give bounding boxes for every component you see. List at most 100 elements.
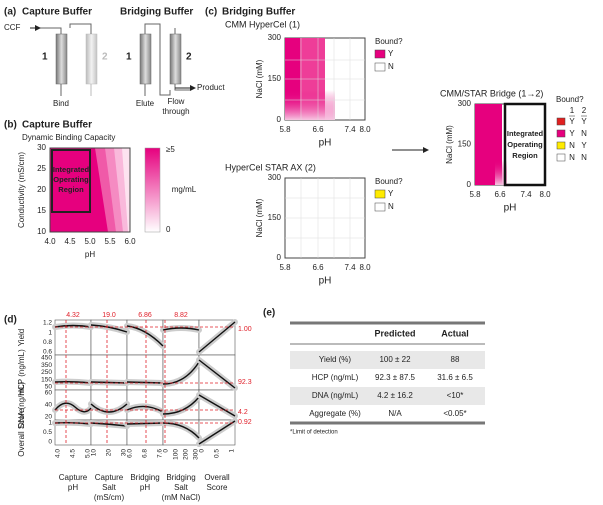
y-tick-label: 250: [41, 369, 52, 376]
label: CMM HyperCel (1): [225, 19, 300, 29]
x-tick-label: 8.0: [539, 190, 551, 199]
label: 1.00: [238, 326, 252, 333]
label: *Limit of detection: [290, 430, 338, 436]
y-tick-label: 150: [458, 140, 472, 149]
legend-swatch: [556, 153, 566, 162]
x-tick-label: 5.5: [104, 237, 116, 246]
drawing: [30, 23, 587, 425]
column: [169, 33, 182, 85]
profile-curve: [90, 324, 128, 333]
label: Operating: [507, 140, 543, 149]
label: 100 ± 22: [379, 355, 411, 364]
tubing: [144, 23, 190, 96]
label: NaCl (mM): [255, 198, 264, 237]
label: Capture Buffer: [22, 120, 92, 131]
y-tick-label: 0: [48, 439, 52, 446]
x-tick-label: 8.0: [359, 125, 371, 134]
y-tick-label: 30: [37, 143, 46, 152]
legend-swatch: [374, 49, 386, 59]
label: N: [569, 141, 575, 150]
x-tick-label: 6.6: [312, 263, 324, 272]
label: N: [569, 153, 575, 162]
x-tick-label: 5.0: [84, 237, 96, 246]
label: Bridging Buffer: [222, 7, 295, 18]
x-tick-label: 4.0: [55, 449, 62, 458]
x-tick-label: 10: [91, 449, 98, 457]
label: Salt: [174, 483, 189, 492]
legend-swatch: [556, 141, 566, 150]
label: Y: [569, 129, 575, 138]
label: HyperCel STAR AX (2): [225, 162, 316, 172]
y-tick-label: 20: [45, 414, 53, 421]
legend-swatch: [374, 189, 386, 199]
profile-curve: [126, 405, 164, 413]
label: 2: [186, 52, 192, 63]
x-tick-label: 7.4: [520, 190, 532, 199]
x-tick-label: 8.0: [359, 263, 371, 272]
heat-band: [122, 148, 130, 232]
label: Conductivity (mS/cm): [17, 152, 26, 228]
label: Bridging: [166, 473, 195, 482]
label: (c): [205, 7, 217, 18]
x-tick-label: 4.5: [64, 237, 76, 246]
y-tick-label: 0: [277, 253, 282, 262]
y-tick-label: 150: [268, 74, 282, 83]
y-tick-label: 10: [37, 227, 46, 236]
profile-curve: [162, 361, 200, 385]
x-tick-label: 5.0: [85, 449, 92, 458]
profile-curve: [198, 321, 236, 353]
label: Y: [388, 189, 394, 198]
grid: [285, 178, 365, 258]
y-tick-label: 1: [48, 420, 52, 427]
label: 4.32: [66, 312, 80, 319]
y-tick-label: 15: [37, 206, 46, 215]
y-tick-label: 0.5: [43, 429, 52, 436]
legend-swatch: [556, 129, 566, 138]
colorbar: [144, 147, 161, 233]
label: CMM/STAR Bridge (1→2): [440, 88, 543, 98]
profile-curve: [54, 324, 92, 328]
plot-frame: [49, 147, 131, 233]
label: through: [162, 107, 189, 116]
label: pH: [504, 203, 517, 214]
label: 1: [126, 52, 132, 63]
label: 2: [102, 52, 108, 63]
label: Integrated: [53, 165, 90, 174]
label: Bound?: [375, 177, 403, 186]
label: Overall: [204, 473, 230, 482]
x-tick-label: 1: [229, 449, 236, 453]
label: Dynamic Binding Capacity: [22, 133, 115, 142]
x-tick-label: 0.5: [214, 449, 221, 458]
label: Y: [388, 49, 394, 58]
label: 6.86: [138, 312, 152, 319]
label: (mM NaCl): [162, 493, 201, 502]
label: (a): [4, 7, 16, 18]
label: pH: [319, 138, 332, 149]
label: (e): [263, 308, 275, 319]
label: Product: [197, 83, 225, 92]
label: HCP (ng/mL): [17, 349, 26, 396]
x-tick-label: 0: [199, 449, 206, 453]
label: DNA (ng/mL): [17, 382, 26, 429]
operating-region: [503, 102, 547, 187]
label: 1: [42, 52, 48, 63]
bound-fade: [285, 90, 335, 120]
x-tick-label: 0: [163, 449, 170, 453]
row-stripe: [290, 387, 485, 405]
label: <0.05*: [443, 409, 466, 418]
y-tick-label: 25: [37, 164, 46, 173]
label: Capture Buffer: [22, 7, 92, 18]
profile-curve: [90, 422, 128, 427]
x-tick-label: 6.0: [124, 237, 136, 246]
column: [85, 33, 98, 85]
profile-curve: [126, 325, 164, 347]
x-tick-label: 5.8: [469, 190, 481, 199]
y-tick-label: 300: [268, 33, 282, 42]
legend-swatch: [556, 117, 566, 126]
x-tick-label: 4.0: [44, 237, 56, 246]
label: NaCl (mM): [255, 59, 264, 98]
label: 4.2 ± 16.2: [377, 391, 413, 400]
label: Bind: [53, 99, 69, 108]
y-tick-label: 60: [45, 390, 53, 397]
label: DNA (ng/mL): [312, 391, 359, 400]
